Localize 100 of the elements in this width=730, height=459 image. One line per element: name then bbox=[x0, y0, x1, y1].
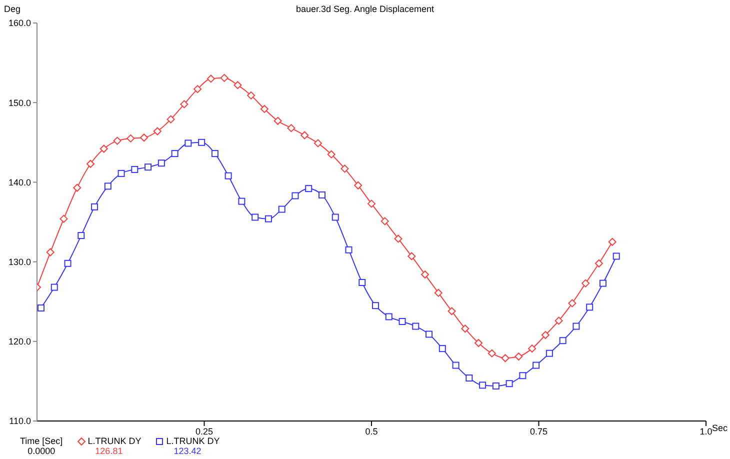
point bbox=[332, 214, 339, 221]
x-tick-label: 0.25 bbox=[195, 426, 214, 436]
y-tick-label: 140.0 bbox=[8, 177, 31, 188]
point bbox=[287, 124, 296, 132]
x-tick-label: 0.75 bbox=[530, 426, 548, 436]
point bbox=[514, 352, 523, 361]
point bbox=[153, 127, 162, 136]
legend-label: L.TRUNK DY bbox=[88, 436, 142, 446]
point bbox=[278, 206, 286, 213]
point bbox=[305, 185, 312, 192]
point bbox=[394, 234, 402, 243]
point bbox=[541, 331, 550, 340]
point bbox=[274, 116, 282, 125]
point bbox=[599, 280, 606, 287]
point bbox=[50, 284, 58, 291]
y-tick-label: 130.0 bbox=[8, 256, 31, 267]
point bbox=[113, 136, 122, 145]
point bbox=[224, 172, 232, 180]
point bbox=[46, 248, 54, 256]
point bbox=[474, 338, 483, 347]
point bbox=[206, 74, 215, 83]
point bbox=[171, 150, 178, 158]
point bbox=[582, 279, 590, 288]
point bbox=[260, 104, 268, 113]
text: 123.42 bbox=[172, 446, 202, 456]
point bbox=[506, 380, 513, 388]
point bbox=[180, 100, 188, 108]
point bbox=[144, 164, 152, 171]
x-tick-label: 0.5 bbox=[365, 426, 378, 436]
point bbox=[434, 288, 442, 297]
point bbox=[479, 382, 486, 389]
x-axis-title: Sec bbox=[712, 423, 728, 433]
point bbox=[126, 134, 135, 142]
point bbox=[158, 160, 165, 167]
point bbox=[184, 140, 192, 147]
point bbox=[372, 302, 380, 310]
point bbox=[368, 200, 376, 208]
point bbox=[546, 350, 553, 357]
point bbox=[314, 139, 322, 148]
point bbox=[220, 74, 228, 82]
point bbox=[86, 160, 95, 168]
point bbox=[234, 81, 242, 90]
point bbox=[438, 345, 446, 352]
point bbox=[501, 354, 510, 362]
point bbox=[426, 330, 433, 338]
point bbox=[461, 324, 470, 333]
point bbox=[118, 170, 125, 177]
point bbox=[104, 182, 112, 190]
point bbox=[340, 164, 349, 173]
point bbox=[559, 337, 566, 344]
point bbox=[608, 238, 616, 246]
legend-label: L.TRUNK DY bbox=[166, 436, 220, 446]
point bbox=[554, 316, 563, 325]
point bbox=[408, 252, 416, 260]
point bbox=[194, 85, 202, 94]
point bbox=[358, 278, 366, 286]
point bbox=[452, 362, 460, 369]
point bbox=[64, 260, 72, 267]
point bbox=[318, 191, 326, 198]
point bbox=[572, 322, 580, 330]
point bbox=[466, 374, 473, 382]
y-tick-label: 120.0 bbox=[8, 336, 31, 347]
point bbox=[412, 322, 420, 330]
point bbox=[211, 150, 218, 158]
point bbox=[264, 215, 272, 222]
x-tick-label: 1.0 bbox=[700, 426, 712, 436]
point bbox=[252, 214, 259, 221]
point bbox=[131, 166, 138, 173]
point bbox=[492, 382, 500, 390]
point bbox=[198, 138, 206, 146]
point bbox=[73, 184, 82, 192]
point bbox=[300, 131, 309, 140]
text: Time [Sec] bbox=[20, 436, 63, 446]
point bbox=[380, 217, 389, 226]
point bbox=[78, 232, 85, 240]
point bbox=[398, 318, 406, 325]
point bbox=[586, 304, 594, 311]
point bbox=[60, 214, 68, 223]
text: 126.81 bbox=[94, 446, 124, 456]
point bbox=[594, 259, 603, 268]
y-axis-title: Deg bbox=[4, 4, 21, 14]
point bbox=[519, 372, 526, 380]
point bbox=[385, 313, 392, 320]
point bbox=[354, 181, 362, 190]
y-tick-label: 160.0 bbox=[8, 18, 31, 28]
point bbox=[100, 144, 108, 153]
point bbox=[568, 299, 576, 308]
point bbox=[532, 362, 540, 369]
point bbox=[488, 349, 496, 358]
point bbox=[166, 115, 175, 124]
chart-title: bauer.3d Seg. Angle Displacement bbox=[296, 4, 434, 14]
point bbox=[345, 246, 352, 254]
point bbox=[140, 134, 148, 142]
point bbox=[38, 304, 45, 312]
text: 0.0000 bbox=[26, 446, 56, 456]
y-tick-label: 110.0 bbox=[9, 416, 31, 426]
point bbox=[292, 192, 299, 200]
y-tick-label: 150.0 bbox=[8, 98, 31, 108]
point bbox=[528, 344, 536, 353]
point bbox=[612, 252, 620, 260]
